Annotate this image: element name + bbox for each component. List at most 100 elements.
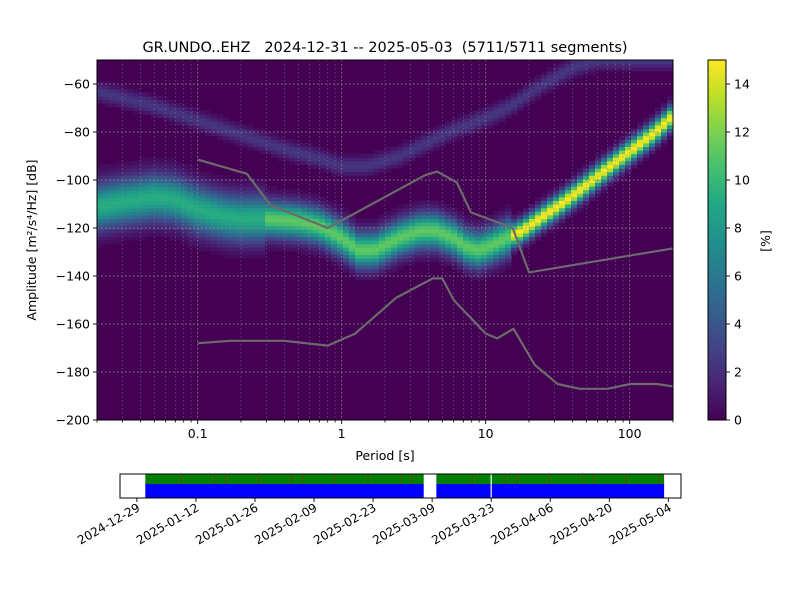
heatmap-cell (481, 261, 488, 266)
heatmap-cell (667, 117, 673, 122)
heatmap-cell (127, 189, 134, 194)
heatmap-cell (205, 193, 212, 198)
heatmap-cell (133, 168, 140, 173)
heatmap-cell (421, 150, 428, 155)
heatmap-cell (139, 193, 146, 198)
heatmap-cell (637, 157, 644, 162)
heatmap-cell (349, 171, 356, 176)
heatmap-cell (601, 63, 608, 68)
heatmap-cell (307, 229, 314, 234)
heatmap-cell (265, 247, 272, 252)
heatmap-cell (331, 171, 338, 176)
heatmap-cell (541, 229, 548, 234)
heatmap-cell (493, 218, 500, 223)
heatmap-cell (439, 236, 446, 241)
heatmap-cell (571, 63, 578, 68)
heatmap-cell (499, 106, 506, 111)
heatmap-cell (373, 236, 380, 241)
heatmap-cell (181, 117, 188, 122)
heatmap-cell (421, 207, 428, 212)
heatmap-cell (397, 225, 404, 230)
heatmap-cell (355, 243, 362, 248)
heatmap-cell (433, 211, 440, 216)
heatmap-cell (577, 178, 584, 183)
heatmap-cell (235, 189, 242, 194)
heatmap-cell (217, 193, 224, 198)
heatmap-cell (217, 114, 224, 119)
heatmap-cell (433, 250, 440, 255)
heatmap-cell (181, 229, 188, 234)
heatmap-cell (355, 268, 362, 273)
heatmap-cell (103, 211, 110, 216)
heatmap-cell (313, 218, 320, 223)
heatmap-cell (319, 150, 326, 155)
heatmap-cell (373, 250, 380, 255)
heatmap-cell (409, 247, 416, 252)
heatmap-cell (217, 175, 224, 180)
heatmap-cell (97, 236, 104, 241)
heatmap-cell (601, 67, 608, 72)
heatmap-cell (493, 254, 500, 259)
heatmap-cell (109, 200, 116, 205)
heatmap-cell (223, 240, 230, 245)
heatmap-cell (433, 204, 440, 209)
heatmap-cell (277, 232, 284, 237)
heatmap-cell (571, 200, 578, 205)
heatmap-cell (313, 247, 320, 252)
heatmap-cell (475, 268, 482, 273)
heatmap-cell (367, 218, 374, 223)
heatmap-cell (163, 204, 170, 209)
heatmap-cell (253, 214, 260, 219)
heatmap-cell (481, 225, 488, 230)
heatmap-cell (655, 114, 662, 119)
x-tick-label: 10 (478, 426, 494, 441)
heatmap-cell (397, 243, 404, 248)
heatmap-cell (349, 214, 356, 219)
heatmap-cell (301, 200, 308, 205)
heatmap-cell (205, 182, 212, 187)
heatmap-cell (241, 222, 248, 227)
heatmap-cell (445, 250, 452, 255)
heatmap-cell (391, 153, 398, 158)
heatmap-cell (487, 265, 494, 270)
x-axis-ticks: 0.1 1 10 100 (96, 420, 674, 441)
heatmap-cell (319, 243, 326, 248)
heatmap-cell (391, 232, 398, 237)
heatmap-cell (295, 243, 302, 248)
heatmap-cell (259, 240, 266, 245)
heatmap-cell (223, 124, 230, 129)
heatmap-cell (259, 132, 266, 137)
heatmap-cell (259, 142, 266, 147)
heatmap-cell (313, 160, 320, 165)
heatmap-cell (445, 222, 452, 227)
heatmap-cell (547, 74, 554, 79)
heatmap-cell (565, 70, 572, 75)
heatmap-cell (481, 254, 488, 259)
heatmap-cell (463, 128, 470, 133)
heatmap-cell (289, 218, 296, 223)
heatmap-cell (337, 240, 344, 245)
heatmap-cell (121, 196, 128, 201)
heatmap-cell (607, 160, 614, 165)
heatmap-cell (169, 211, 176, 216)
heatmap-cell (487, 272, 494, 277)
heatmap-cell (451, 207, 458, 212)
heatmap-cell (127, 182, 134, 187)
heatmap-cell (199, 117, 206, 122)
heatmap-cell (667, 103, 673, 108)
heatmap-cell (427, 128, 434, 133)
heatmap-cell (205, 175, 212, 180)
heatmap-cell (229, 204, 236, 209)
heatmap-cell (637, 67, 644, 72)
heatmap-cell (511, 92, 518, 97)
heatmap-cell (493, 214, 500, 219)
heatmap-cell (493, 110, 500, 115)
heatmap-cell (505, 99, 512, 104)
heatmap-cell (289, 232, 296, 237)
heatmap-cell (301, 222, 308, 227)
heatmap-cell (541, 85, 548, 90)
heatmap-cell (229, 121, 236, 126)
heatmap-cell (463, 132, 470, 137)
heatmap-cell (283, 222, 290, 227)
